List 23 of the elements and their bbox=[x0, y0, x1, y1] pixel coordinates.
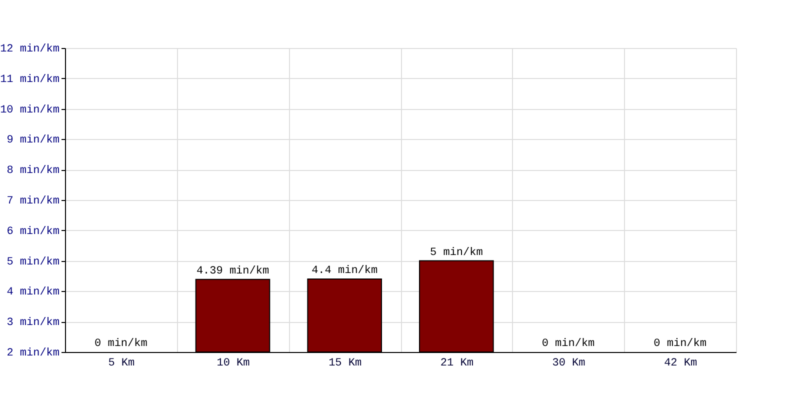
y-tick-label: 2 min/km bbox=[6, 348, 60, 360]
y-tick-label: 5 min/km bbox=[6, 256, 60, 268]
text: 0 min/km bbox=[654, 338, 706, 350]
y-tick-label: 12 min/km bbox=[0, 44, 60, 56]
x-tick-label: 30 Km bbox=[552, 358, 586, 370]
y-tick-label: 4 min/km bbox=[6, 286, 60, 299]
x-tick-label: 5 Km bbox=[108, 358, 136, 370]
y-tick-label: 8 min/km bbox=[6, 165, 60, 178]
x-tick-label: 42 Km bbox=[664, 358, 698, 370]
x-tick-label: 21 Km bbox=[440, 358, 474, 370]
y-tick-label: 6 min/km bbox=[6, 226, 60, 238]
data-label: 4.39 min/km bbox=[196, 265, 270, 278]
text: 0 min/km bbox=[94, 338, 148, 350]
data-label: 5 min/km bbox=[430, 246, 484, 259]
y-tick-label: 7 min/km bbox=[6, 196, 60, 208]
x-tick-label: 10 Km bbox=[216, 358, 250, 370]
text: 0 min/km bbox=[542, 338, 595, 350]
y-tick-label: 11 min/km bbox=[0, 74, 60, 86]
y-tick-label: 9 min/km bbox=[6, 134, 60, 147]
x-tick-label: 15 Km bbox=[328, 358, 362, 370]
y-tick-label: 10 min/km bbox=[0, 104, 60, 116]
y-tick-label: 3 min/km bbox=[6, 317, 60, 330]
data-label: 4.4 min/km bbox=[312, 265, 378, 278]
